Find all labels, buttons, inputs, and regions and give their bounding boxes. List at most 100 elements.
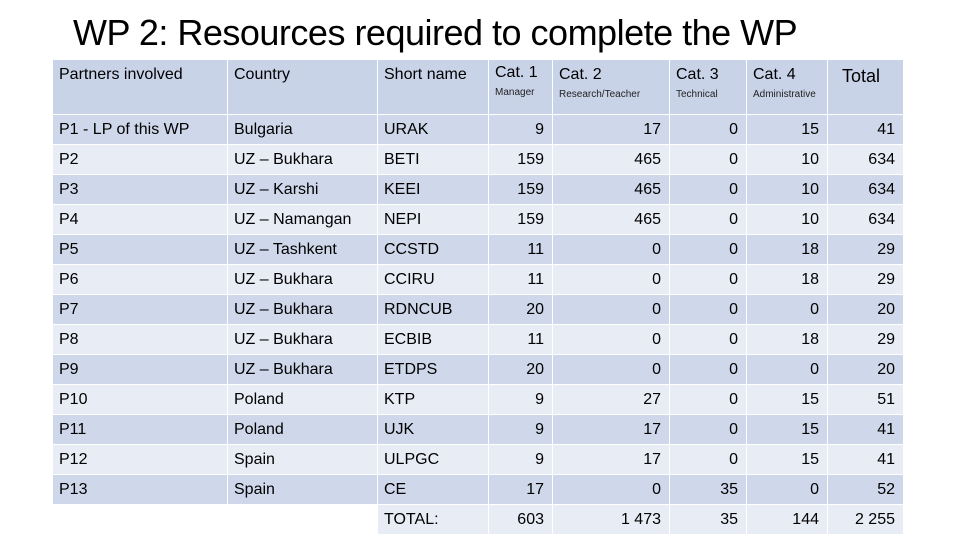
cell-short-name: ECBIB xyxy=(377,324,489,355)
cell-cat2: 17 xyxy=(552,114,670,145)
cell-country: UZ – Bukhara xyxy=(227,264,378,295)
table-row: P5 UZ – Tashkent CCSTD 11 0 0 18 29 xyxy=(52,234,904,265)
cell-cat3: 0 xyxy=(669,384,747,415)
cell-cat2: 465 xyxy=(552,174,670,205)
cell-total: 20 xyxy=(827,294,904,325)
cell-cat4: 15 xyxy=(746,384,828,415)
cell-short-name: CCIRU xyxy=(377,264,489,295)
cell-country: UZ – Tashkent xyxy=(227,234,378,265)
cell-cat4: 15 xyxy=(746,114,828,145)
cell-cat1: 11 xyxy=(488,324,553,355)
cell-total: 634 xyxy=(827,174,904,205)
cell-total: 41 xyxy=(827,114,904,145)
cell-country: Poland xyxy=(227,414,378,445)
cell-country: UZ – Bukhara xyxy=(227,354,378,385)
cell-cat4: 0 xyxy=(746,474,828,505)
cell-cat1: 20 xyxy=(488,294,553,325)
cell-cat1: 159 xyxy=(488,174,553,205)
cell-cat2: 465 xyxy=(552,204,670,235)
cell-cat4: 0 xyxy=(746,294,828,325)
table-header-row: Partners involved Country Short name Cat… xyxy=(52,59,904,115)
cell-total: 29 xyxy=(827,264,904,295)
cell-cat4: 18 xyxy=(746,324,828,355)
cell-partner: P6 xyxy=(52,264,228,295)
table-row: P9 UZ – Bukhara ETDPS 20 0 0 0 20 xyxy=(52,354,904,385)
header-cat3: Cat. 3 Technical xyxy=(669,59,747,115)
cell-short-name: CCSTD xyxy=(377,234,489,265)
cell-cat2: 0 xyxy=(552,354,670,385)
total-cat2: 1 473 xyxy=(552,504,670,535)
total-total: 2 255 xyxy=(827,504,904,535)
cell-short-name: ULPGC xyxy=(377,444,489,475)
header-cat4-sub: Administrative xyxy=(753,89,816,100)
cell-partner: P3 xyxy=(52,174,228,205)
cell-cat1: 20 xyxy=(488,354,553,385)
cell-cat1: 9 xyxy=(488,114,553,145)
cell-country: UZ – Bukhara xyxy=(227,144,378,175)
cell-total: 634 xyxy=(827,204,904,235)
header-country: Country xyxy=(227,59,378,115)
cell-country: Spain xyxy=(227,474,378,505)
cell-partner: P4 xyxy=(52,204,228,235)
cell-partner: P5 xyxy=(52,234,228,265)
cell-cat4: 18 xyxy=(746,234,828,265)
table-body: P1 - LP of this WP Bulgaria URAK 9 17 0 15 41 P2… xyxy=(52,114,904,535)
cell-cat1: 159 xyxy=(488,204,553,235)
cell-total: 41 xyxy=(827,414,904,445)
cell-cat3: 0 xyxy=(669,354,747,385)
cell-cat3: 0 xyxy=(669,204,747,235)
header-cat1: Cat. 1 Manager xyxy=(488,59,553,115)
cell-cat3: 0 xyxy=(669,414,747,445)
cell-cat2: 0 xyxy=(552,234,670,265)
cell-country: Spain xyxy=(227,444,378,475)
cell-cat3: 0 xyxy=(669,444,747,475)
cell-total: 51 xyxy=(827,384,904,415)
table-row: P6 UZ – Bukhara CCIRU 11 0 0 18 29 xyxy=(52,264,904,295)
cell-total: 29 xyxy=(827,234,904,265)
cell-cat3: 35 xyxy=(669,474,747,505)
cell-short-name: NEPI xyxy=(377,204,489,235)
cell-partner: P8 xyxy=(52,324,228,355)
table-row: P1 - LP of this WP Bulgaria URAK 9 17 0 15 41 xyxy=(52,114,904,145)
cell-cat4: 10 xyxy=(746,144,828,175)
cell-partner: P12 xyxy=(52,444,228,475)
cell-cat3: 0 xyxy=(669,174,747,205)
cell-cat3: 0 xyxy=(669,234,747,265)
header-cat3-sub: Technical xyxy=(676,89,718,100)
cell-partner: P9 xyxy=(52,354,228,385)
cell-country: UZ – Bukhara xyxy=(227,324,378,355)
cell-short-name: URAK xyxy=(377,114,489,145)
cell-short-name: BETI xyxy=(377,144,489,175)
header-cat1-sub: Manager xyxy=(495,87,535,98)
header-partners: Partners involved xyxy=(52,59,228,115)
cell-cat1: 17 xyxy=(488,474,553,505)
cell-short-name: UJK xyxy=(377,414,489,445)
cell-country: UZ – Karshi xyxy=(227,174,378,205)
header-cat4: Cat. 4 Administrative xyxy=(746,59,828,115)
table-row: P3 UZ – Karshi KEEI 159 465 0 10 634 xyxy=(52,174,904,205)
cell-cat1: 159 xyxy=(488,144,553,175)
cell-cat4: 10 xyxy=(746,204,828,235)
header-cat2-sub: Research/Teacher xyxy=(559,89,641,100)
cell-cat4: 0 xyxy=(746,354,828,385)
total-row: TOTAL: 603 1 473 35 144 2 255 xyxy=(52,504,904,535)
cell-cat1: 11 xyxy=(488,234,553,265)
cell-total: 41 xyxy=(827,444,904,475)
cell-cat3: 0 xyxy=(669,264,747,295)
cell-total: 29 xyxy=(827,324,904,355)
table-row: P4 UZ – Namangan NEPI 159 465 0 10 634 xyxy=(52,204,904,235)
cell-partner: P10 xyxy=(52,384,228,415)
cell-cat1: 9 xyxy=(488,384,553,415)
cell-country: Poland xyxy=(227,384,378,415)
cell-total: 20 xyxy=(827,354,904,385)
total-country xyxy=(227,504,378,535)
cell-cat3: 0 xyxy=(669,114,747,145)
table-row: P11 Poland UJK 9 17 0 15 41 xyxy=(52,414,904,445)
table-row: P7 UZ – Bukhara RDNCUB 20 0 0 0 20 xyxy=(52,294,904,325)
cell-cat3: 0 xyxy=(669,324,747,355)
cell-country: Bulgaria xyxy=(227,114,378,145)
table-row: P10 Poland KTP 9 27 0 15 51 xyxy=(52,384,904,415)
cell-total: 52 xyxy=(827,474,904,505)
cell-cat2: 465 xyxy=(552,144,670,175)
cell-cat2: 17 xyxy=(552,414,670,445)
